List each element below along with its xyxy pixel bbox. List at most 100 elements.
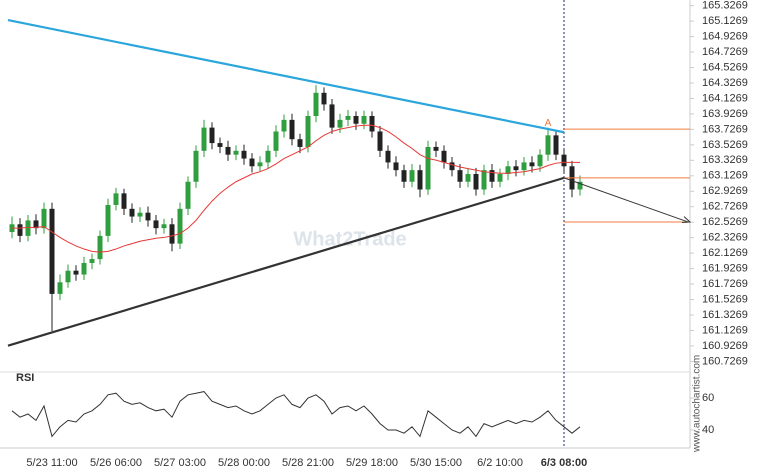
candle-body (33, 220, 39, 229)
candle-body (145, 212, 151, 221)
candle-body (129, 208, 135, 217)
y-tick-label: 164.7269 (702, 46, 748, 58)
x-tick-label: 5/26 06:00 (90, 457, 142, 469)
y-tick-label: 161.7269 (702, 278, 748, 290)
x-tick-label: 5/28 00:00 (218, 457, 270, 469)
candle-body (337, 119, 343, 128)
rsi-title: RSI (16, 372, 34, 384)
candle-body (65, 270, 71, 283)
candle-body (273, 131, 279, 151)
y-tick-label: 160.9269 (702, 340, 748, 352)
y-tick-label: 162.7269 (702, 201, 748, 213)
y-tick-label: 160.7269 (702, 355, 748, 367)
candle-body (361, 116, 367, 124)
candle-body (329, 104, 335, 128)
y-tick-label: 163.3269 (702, 154, 748, 166)
forecast-arrow (563, 177, 689, 223)
annotation: A (545, 118, 552, 129)
candle-body (321, 92, 327, 105)
y-tick-label: 165.3269 (702, 0, 748, 12)
candle-body (169, 224, 175, 244)
y-tick-label: 163.5269 (702, 139, 748, 151)
y-tick-label: 164.3269 (702, 77, 748, 89)
candle-body (177, 208, 183, 244)
candle-body (385, 150, 391, 163)
candle-body (113, 193, 119, 205)
candle-body (25, 220, 31, 236)
candle-body (353, 116, 359, 124)
y-tick-label: 163.1269 (702, 170, 748, 182)
y-tick-label: 162.9269 (702, 185, 748, 197)
candle-body (137, 212, 143, 217)
trendline (7, 19, 565, 134)
candle-body (401, 170, 407, 182)
candle-body (393, 162, 399, 171)
candle-body (201, 127, 207, 151)
candle-body (449, 162, 455, 171)
candle-body (505, 166, 511, 175)
candle-body (49, 208, 55, 294)
y-tick-label: 161.1269 (702, 324, 748, 336)
candle-body (217, 143, 223, 147)
y-tick-label: 165.1269 (702, 15, 748, 27)
y-tick-label: 60 (702, 392, 714, 404)
candle-body (297, 139, 303, 147)
y-tick-label: 164.5269 (702, 61, 748, 73)
candle-body (441, 150, 447, 163)
y-tick-label: 163.7269 (702, 123, 748, 135)
y-tick-label: 162.1269 (702, 247, 748, 259)
candle-body (257, 162, 263, 167)
y-tick-label: 40 (702, 424, 714, 436)
x-tick-label: 5/28 21:00 (282, 457, 334, 469)
candle-body (89, 259, 95, 263)
candle-body (433, 146, 439, 151)
y-tick-label: 161.9269 (702, 263, 748, 275)
candle-body (57, 282, 63, 294)
candle-body (97, 235, 103, 260)
candle-body (481, 170, 487, 190)
y-tick-label: 163.9269 (702, 108, 748, 120)
source: www.autochartist.com (692, 355, 703, 453)
candle-body (489, 170, 495, 182)
candle-body (305, 116, 311, 147)
y-tick-label: 162.3269 (702, 232, 748, 244)
candle-body (521, 162, 527, 171)
trendline (7, 176, 565, 347)
candle-body (529, 162, 535, 167)
candle-body (241, 150, 247, 159)
candle-body (553, 135, 559, 155)
x-tick-label: 6/2 10:00 (477, 457, 523, 469)
candle-body (281, 119, 287, 132)
candle-body (345, 116, 351, 120)
y-tick-label: 161.5269 (702, 293, 748, 305)
candle-body (513, 166, 519, 171)
candle-body (377, 131, 383, 151)
candle-body (369, 116, 375, 132)
candle-body (457, 170, 463, 182)
candle-body (409, 170, 415, 182)
candle-body (73, 270, 79, 275)
candle-body (17, 224, 23, 236)
x-tick-label: 5/29 18:00 (346, 457, 398, 469)
candle-body (313, 92, 319, 117)
candle-body (225, 146, 231, 155)
candle-body (577, 181, 583, 190)
candle-body (121, 193, 127, 209)
candle-body (417, 170, 423, 190)
rsi-line (11, 391, 581, 438)
x-tick-label: 6/3 08:00 (541, 457, 587, 469)
candle-body (537, 154, 543, 167)
candle-body (81, 262, 87, 275)
candle-body (465, 174, 471, 182)
candle-body (545, 135, 551, 155)
candle-body (473, 174, 479, 190)
candle-body (105, 204, 111, 236)
candle-body (561, 154, 567, 167)
y-tick-label: 161.3269 (702, 309, 748, 321)
y-tick-label: 164.1269 (702, 92, 748, 104)
candle-body (425, 146, 431, 190)
x-tick-label: 5/27 03:00 (154, 457, 206, 469)
x-tick-label: 5/23 11:00 (26, 457, 77, 469)
